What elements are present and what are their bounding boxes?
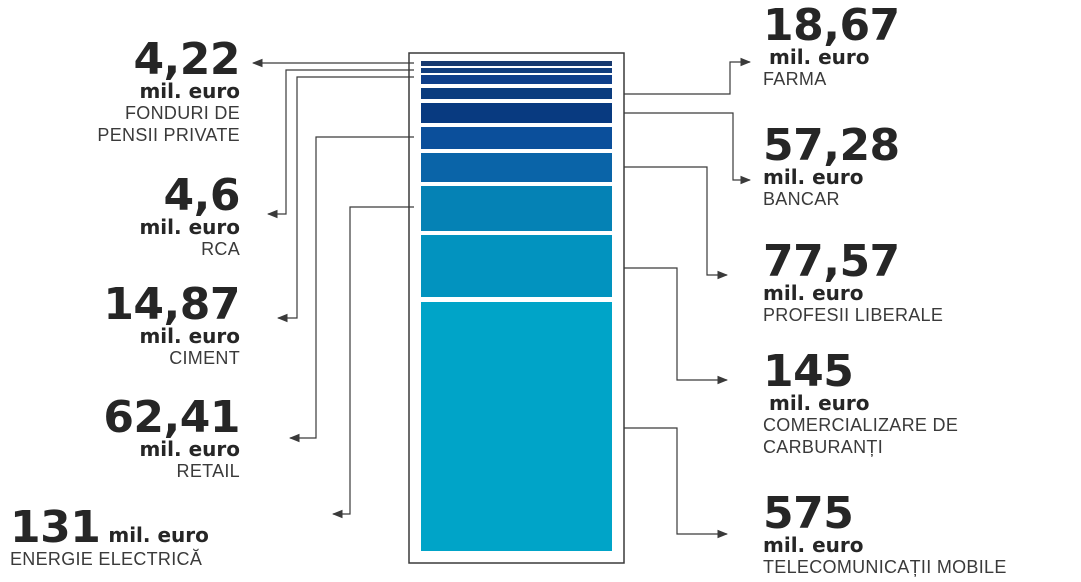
name-carburanti-line2: CARBURANȚI	[763, 437, 884, 457]
name-profesii-liberale: PROFESII LIBERALE	[763, 305, 944, 325]
leader-carburanti	[624, 267, 729, 385]
bar-segment-retail	[421, 127, 612, 149]
label-rca: 4,6 mil. euro RCA	[139, 170, 241, 260]
unit-rca: mil. euro	[139, 215, 240, 239]
label-energie-electrica: 131 mil. euro ENERGIE ELECTRICĂ	[10, 506, 209, 570]
bar-segment-farma	[421, 88, 612, 99]
unit-carburanti: mil. euro	[769, 391, 870, 415]
leader-retail	[288, 136, 414, 443]
label-fonduri-pensii: 4,22 mil. euro FONDURI DE PENSII PRIVATE	[97, 34, 240, 146]
bar-segment-energie-electric-	[421, 186, 612, 231]
unit-farma: mil. euro	[769, 45, 870, 69]
unit-ciment: mil. euro	[139, 324, 240, 348]
name-energie-electrica: ENERGIE ELECTRICĂ	[10, 549, 203, 569]
unit-profesii-liberale: mil. euro	[763, 281, 864, 305]
name-ciment: CIMENT	[169, 348, 240, 368]
leader-farma	[624, 57, 752, 95]
unit-retail: mil. euro	[139, 437, 240, 461]
leader-rca	[266, 69, 414, 219]
bar-segment-ciment	[421, 75, 612, 84]
name-farma: FARMA	[763, 69, 827, 89]
name-fonduri-pensii-line1: FONDURI DE	[125, 103, 240, 123]
name-bancar: BANCAR	[763, 189, 840, 209]
bar-segment-telecomunica-ii-mobile	[421, 302, 612, 551]
value-fonduri-pensii: 4,22	[133, 34, 240, 85]
bar-segment-profesii-liberale	[421, 153, 612, 182]
name-fonduri-pensii-line2: PENSII PRIVATE	[97, 125, 240, 145]
leader-energie-electrica	[331, 206, 414, 519]
label-bancar: 57,28 mil. euro BANCAR	[763, 120, 900, 210]
unit-energie-electrica: mil. euro	[108, 523, 209, 547]
leader-telecomunicatii-mobile	[624, 427, 729, 539]
label-ciment: 14,87 mil. euro CIMENT	[103, 279, 240, 369]
name-carburanti-line1: COMERCIALIZARE DE	[763, 415, 959, 435]
unit-bancar: mil. euro	[763, 165, 864, 189]
leader-bancar	[624, 112, 752, 185]
bar-segment-fonduri-de-pensii-private	[421, 61, 612, 66]
bar-segment-bancar	[421, 103, 612, 123]
label-carburanti: 145 mil. euro COMERCIALIZARE DE CARBURAN…	[763, 346, 959, 458]
value-carburanti: 145	[763, 346, 854, 397]
name-telecomunicatii-mobile: TELECOMUNICAȚII MOBILE	[763, 557, 1007, 577]
name-retail: RETAIL	[176, 461, 240, 481]
value-bancar: 57,28	[763, 120, 900, 171]
label-telecomunicatii-mobile: 575 mil. euro TELECOMUNICAȚII MOBILE	[763, 488, 1007, 578]
label-farma: 18,67 mil. euro FARMA	[763, 0, 900, 90]
value-profesii-liberale: 77,57	[763, 236, 900, 287]
bar-segment-comercializare-de-carburan-i	[421, 235, 612, 297]
label-retail: 62,41 mil. euro RETAIL	[103, 392, 240, 482]
unit-telecomunicatii-mobile: mil. euro	[763, 533, 864, 557]
value-ciment: 14,87	[103, 279, 240, 330]
name-rca: RCA	[201, 239, 240, 259]
leader-ciment	[276, 76, 414, 323]
leader-profesii-liberale	[624, 166, 729, 280]
label-profesii-liberale: 77,57 mil. euro PROFESII LIBERALE	[763, 236, 944, 326]
unit-fonduri-pensii: mil. euro	[139, 79, 240, 103]
bar-segment-rca	[421, 68, 612, 73]
value-retail: 62,41	[103, 392, 240, 443]
value-energie-electrica: 131	[10, 502, 101, 553]
value-farma: 18,67	[763, 0, 900, 51]
value-telecomunicatii-mobile: 575	[763, 488, 854, 539]
value-rca: 4,6	[163, 170, 241, 221]
